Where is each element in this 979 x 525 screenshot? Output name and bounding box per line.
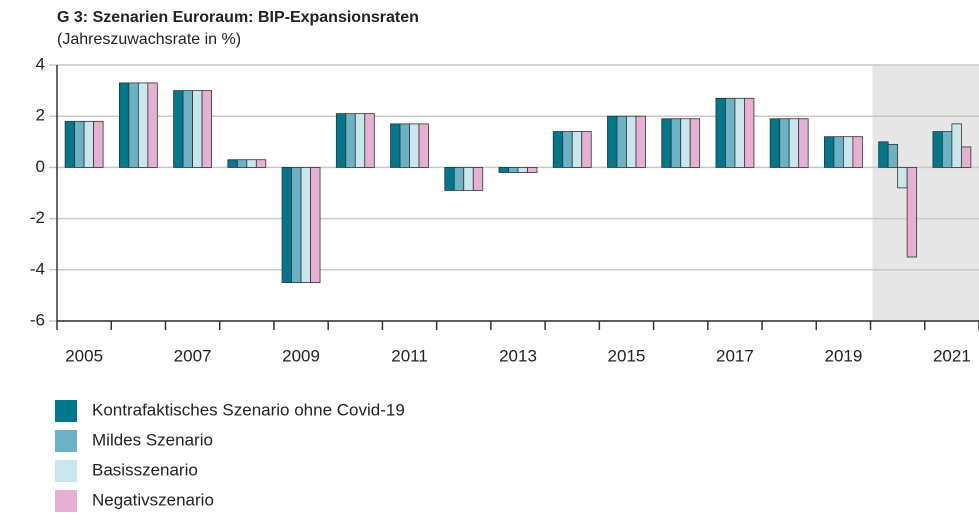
y-tick-label: 2 — [36, 106, 45, 125]
x-tick-label: 2005 — [65, 346, 103, 365]
bar — [399, 123, 410, 168]
bar — [345, 113, 356, 168]
y-tick-label: -4 — [30, 259, 45, 278]
bar — [833, 136, 844, 168]
y-tick-label: -2 — [30, 208, 45, 227]
bar — [788, 118, 800, 168]
chart-title: G 3: Szenarien Euroraum: BIP-Expansionsr… — [57, 9, 419, 26]
bar — [527, 166, 538, 173]
y-tick-label: 4 — [36, 54, 45, 73]
bar — [227, 159, 238, 168]
bar — [74, 120, 85, 168]
bar — [517, 166, 528, 173]
bar — [246, 159, 257, 168]
bar — [571, 131, 583, 168]
bar — [744, 97, 755, 168]
legend-label: Basisszenario — [92, 460, 198, 479]
bar — [906, 166, 918, 258]
bar — [960, 146, 972, 168]
chart-subtitle: (Jahreszuwachsrate in %) — [57, 31, 241, 48]
legend-swatch — [55, 400, 77, 422]
bar — [670, 118, 682, 168]
bar — [463, 166, 474, 191]
bar — [552, 131, 564, 168]
legend-label: Negativszenario — [92, 490, 214, 509]
x-tick-label: 2007 — [174, 346, 212, 365]
bar — [508, 166, 519, 173]
legend-label: Kontrafaktisches Szenario ohne Covid-19 — [92, 400, 405, 419]
x-tick-label: 2019 — [824, 346, 862, 365]
bar — [147, 82, 158, 168]
bar — [798, 118, 809, 168]
bar — [255, 159, 267, 168]
bar — [137, 82, 149, 168]
bar — [354, 113, 366, 168]
bar — [779, 118, 790, 168]
bar — [390, 123, 401, 168]
x-tick-label: 2011 — [391, 346, 428, 365]
bar — [335, 113, 347, 168]
bar — [409, 123, 420, 168]
bar — [897, 166, 908, 189]
bar — [418, 123, 429, 168]
bar — [941, 131, 953, 168]
legend-label: Mildes Szenario — [92, 430, 213, 449]
y-tick-label: -6 — [30, 310, 45, 329]
bar — [562, 131, 573, 168]
bar — [64, 120, 76, 168]
bar — [626, 115, 637, 168]
bar — [364, 113, 375, 168]
bar — [201, 90, 212, 168]
bar — [680, 118, 691, 168]
legend-swatch — [55, 460, 77, 482]
x-tick-label: 2009 — [282, 346, 320, 365]
bar — [769, 118, 781, 168]
bar — [173, 90, 184, 168]
bar — [128, 82, 139, 168]
legend-swatch — [55, 490, 77, 512]
bar — [734, 97, 745, 168]
bar — [192, 90, 203, 168]
bar — [689, 118, 701, 168]
bar — [951, 123, 962, 168]
bar — [725, 97, 736, 168]
bar — [300, 166, 311, 283]
bar — [472, 166, 484, 191]
x-tick-label: 2021 — [933, 346, 971, 365]
bar — [878, 141, 889, 168]
bar — [581, 131, 592, 168]
bar — [498, 166, 509, 173]
bar — [83, 120, 95, 168]
bar — [887, 143, 899, 168]
bar — [118, 82, 130, 168]
bar — [182, 90, 193, 168]
bar — [824, 136, 835, 168]
bar — [616, 115, 627, 168]
bar — [453, 166, 465, 191]
x-tick-label: 2017 — [716, 346, 754, 365]
y-tick-label: 0 — [36, 157, 45, 176]
bar — [661, 118, 672, 168]
x-tick-label: 2015 — [608, 346, 646, 365]
x-tick-label: 2013 — [499, 346, 537, 365]
bar — [715, 97, 726, 168]
forecast-shade — [872, 65, 979, 321]
bar — [635, 115, 646, 168]
bar — [93, 120, 104, 168]
bar — [607, 115, 618, 168]
bar — [843, 136, 854, 168]
legend-swatch — [55, 430, 77, 452]
bar — [932, 131, 943, 168]
bar — [310, 166, 321, 283]
bar — [236, 159, 248, 168]
bar — [291, 166, 302, 283]
bar — [852, 136, 863, 168]
bar — [281, 166, 292, 283]
bar — [444, 166, 455, 191]
